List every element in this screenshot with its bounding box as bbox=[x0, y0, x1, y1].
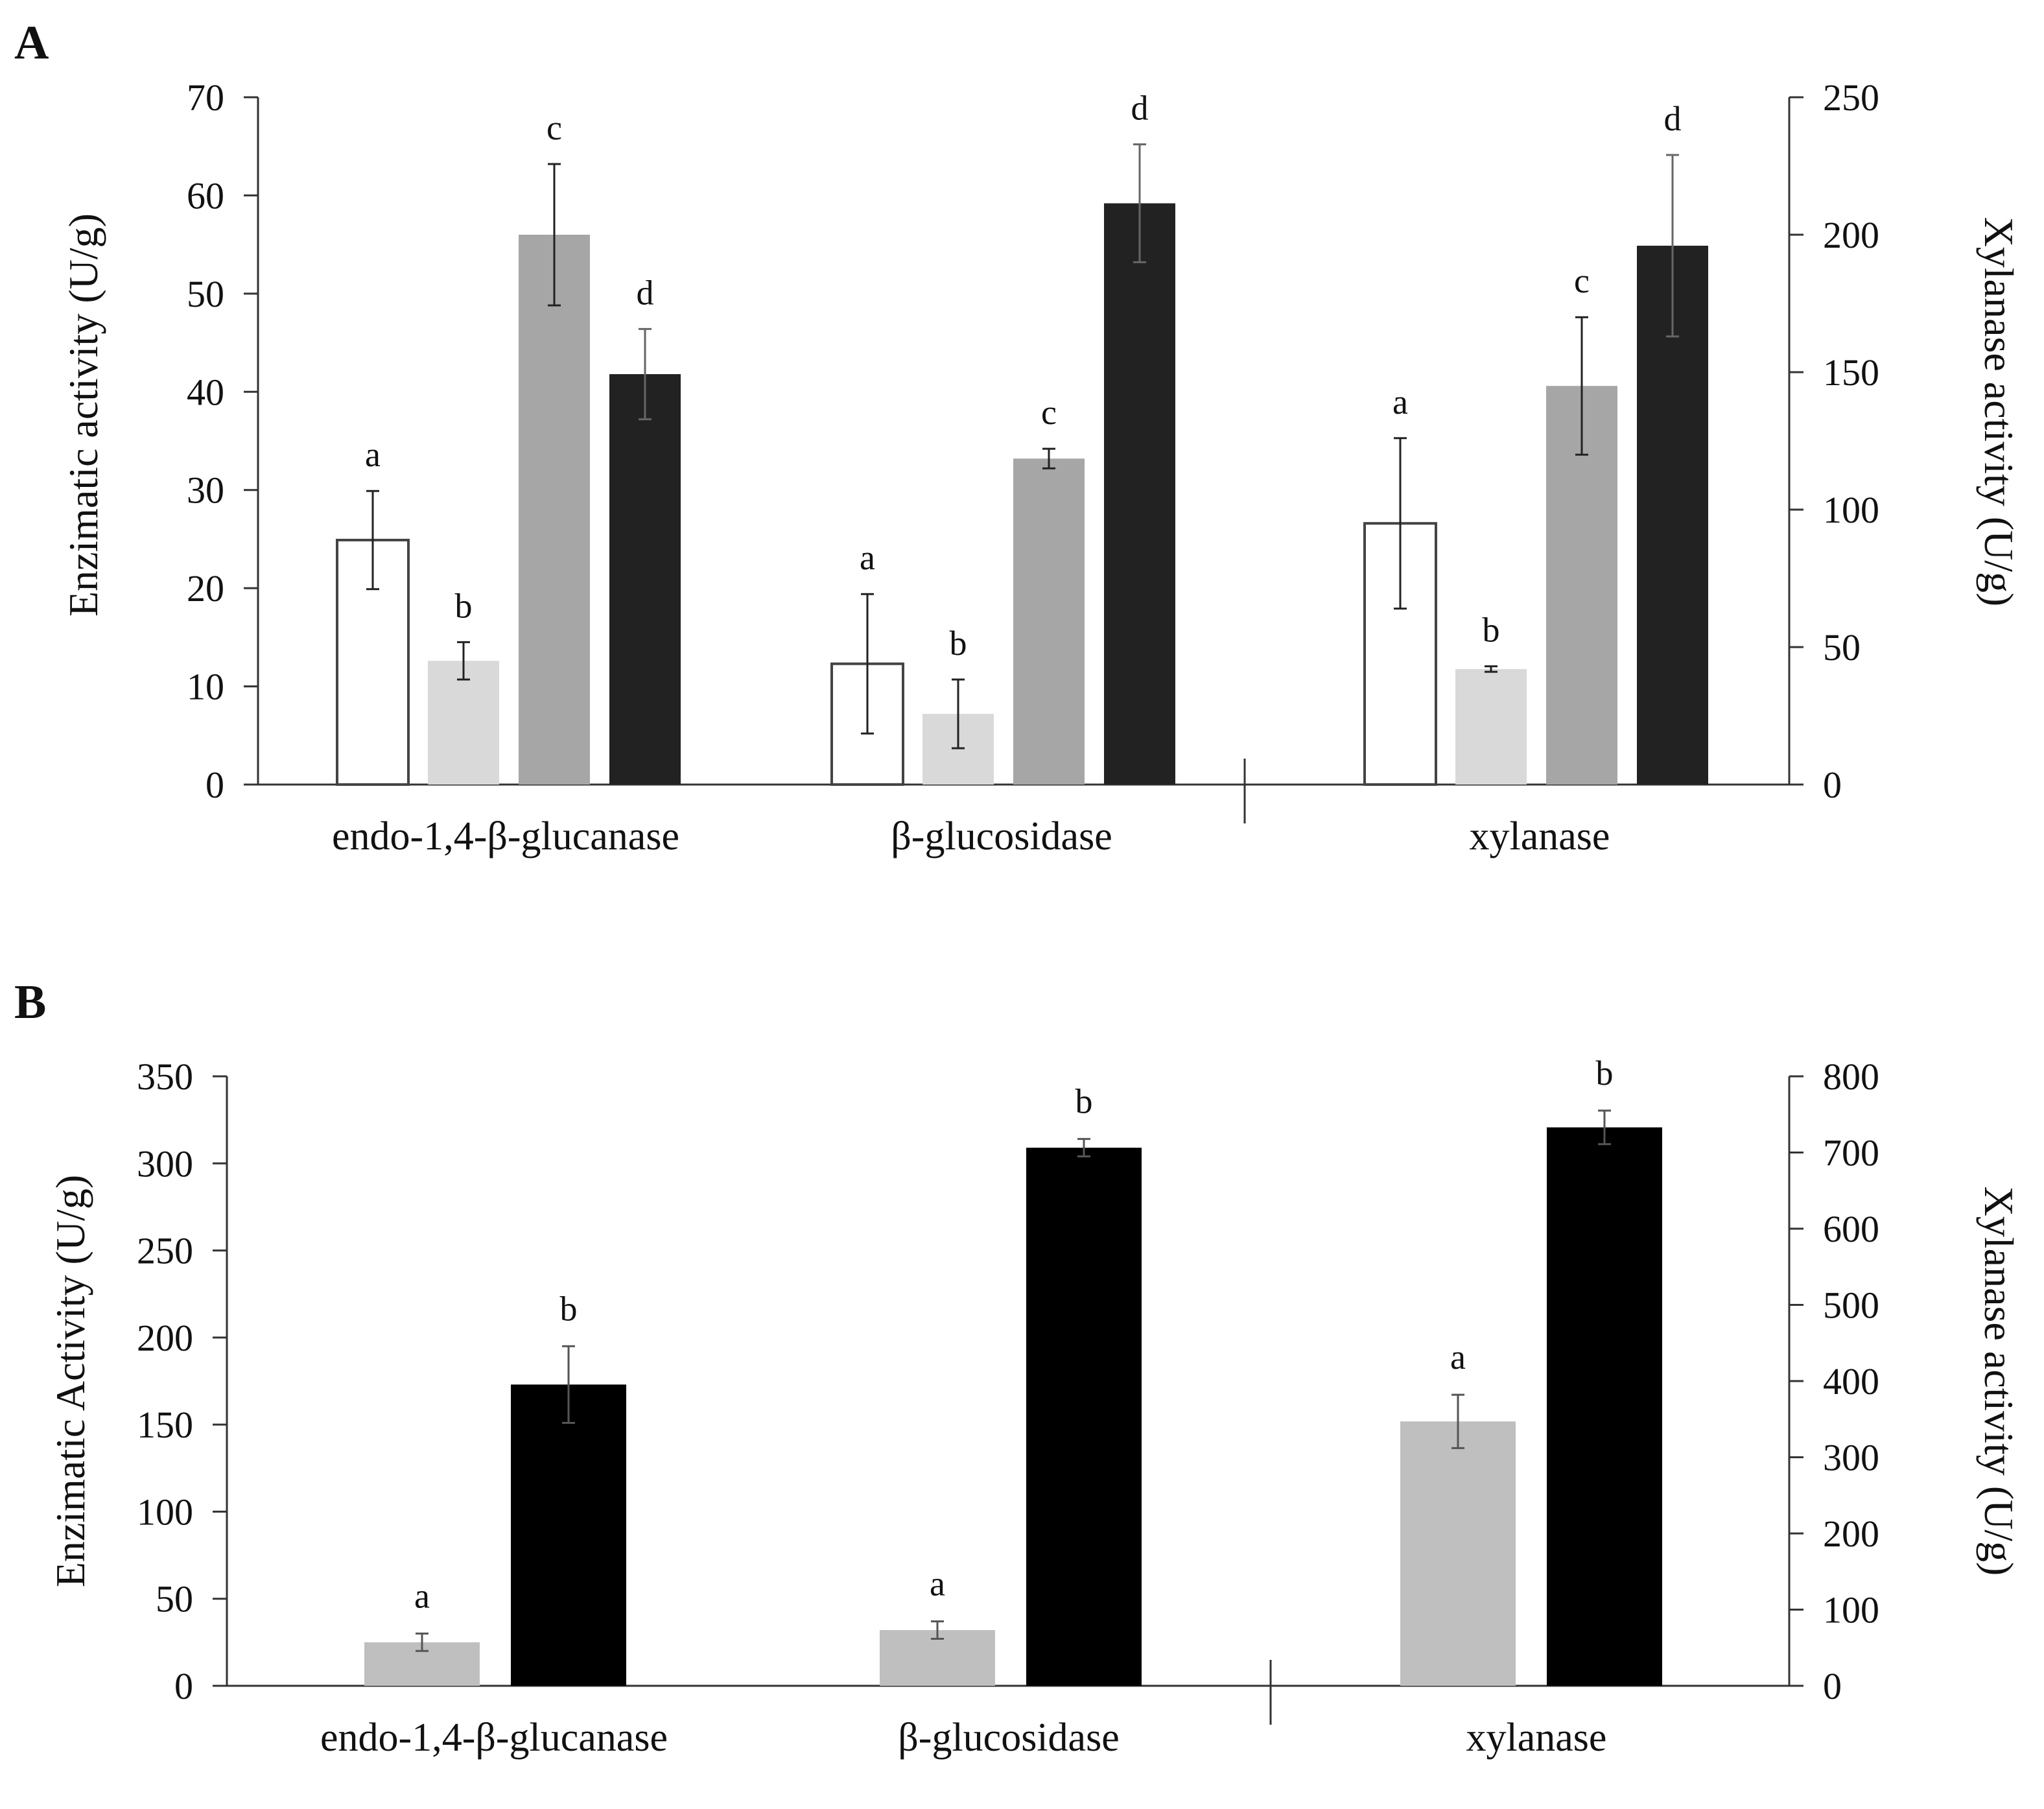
category-label: β-glucosidase bbox=[898, 1716, 1119, 1760]
bar bbox=[1026, 1148, 1142, 1686]
significance-letter: b bbox=[560, 1289, 578, 1328]
right-tick-label: 300 bbox=[1823, 1437, 1879, 1479]
bar bbox=[1013, 458, 1085, 785]
left-axis-title: Enzimatic Activity (U/g) bbox=[47, 1175, 93, 1587]
significance-letter: b bbox=[1596, 1054, 1614, 1093]
bar bbox=[511, 1384, 626, 1686]
category-label: xylanase bbox=[1466, 1716, 1607, 1760]
category-label: β-glucosidase bbox=[891, 814, 1112, 858]
left-tick-label: 10 bbox=[187, 666, 224, 708]
bar bbox=[1363, 522, 1437, 786]
left-tick-label: 100 bbox=[137, 1491, 193, 1533]
panel-label: B bbox=[14, 976, 46, 1029]
category-label: endo-1,4-β-glucanase bbox=[320, 1716, 668, 1760]
significance-letter: b bbox=[950, 624, 967, 663]
significance-letter: b bbox=[1075, 1082, 1093, 1121]
category-label: endo-1,4-β-glucanase bbox=[332, 814, 679, 858]
right-tick-label: 0 bbox=[1823, 764, 1842, 806]
significance-letter: c bbox=[546, 108, 562, 147]
left-tick-label: 30 bbox=[187, 469, 224, 512]
chart-panel-b: B 0 50 100 150 200 250 300 350 0 100 200 300 400 500 60… bbox=[14, 976, 2022, 1760]
significance-letter: c bbox=[1041, 393, 1057, 432]
significance-letter: a bbox=[414, 1576, 430, 1615]
significance-letter: b bbox=[1483, 611, 1500, 650]
bar bbox=[1547, 1127, 1662, 1686]
category-label: xylanase bbox=[1470, 814, 1610, 858]
left-tick-label: 150 bbox=[137, 1404, 193, 1446]
left-tick-label: 200 bbox=[137, 1317, 193, 1359]
left-tick-label: 0 bbox=[206, 764, 224, 806]
bar bbox=[609, 374, 681, 785]
significance-letter: d bbox=[1131, 89, 1149, 128]
bar bbox=[428, 661, 499, 785]
left-tick-label: 250 bbox=[137, 1230, 193, 1272]
left-tick-label: 350 bbox=[137, 1056, 193, 1098]
right-tick-label: 50 bbox=[1823, 626, 1861, 668]
left-tick-label: 300 bbox=[137, 1142, 193, 1185]
significance-letter: a bbox=[930, 1565, 945, 1603]
left-tick-label: 0 bbox=[174, 1665, 193, 1707]
right-tick-label: 800 bbox=[1823, 1056, 1879, 1098]
right-tick-label: 200 bbox=[1823, 214, 1879, 256]
chart-panel-a: A 0 10 20 30 40 50 60 70 0 50 100 150 200 250 Enzimatic… bbox=[14, 16, 2022, 858]
right-tick-label: 100 bbox=[1823, 1589, 1879, 1631]
panel-label: A bbox=[14, 16, 49, 69]
left-tick-label: 50 bbox=[156, 1578, 193, 1620]
right-tick-label: 500 bbox=[1823, 1284, 1879, 1327]
left-tick-label: 40 bbox=[187, 371, 224, 413]
right-tick-label: 150 bbox=[1823, 351, 1879, 394]
left-tick-label: 20 bbox=[187, 567, 224, 609]
significance-letter: a bbox=[1450, 1338, 1466, 1377]
right-tick-label: 200 bbox=[1823, 1513, 1879, 1555]
right-tick-label: 600 bbox=[1823, 1208, 1879, 1250]
significance-letter: d bbox=[637, 273, 654, 312]
right-tick-label: 250 bbox=[1823, 77, 1879, 119]
significance-letter: a bbox=[860, 538, 875, 577]
right-axis-title: Xylanase activity (U/g) bbox=[1976, 217, 2022, 607]
right-tick-label: 0 bbox=[1823, 1665, 1842, 1707]
left-tick-label: 50 bbox=[187, 273, 224, 315]
significance-letter: a bbox=[365, 435, 381, 474]
right-tick-label: 400 bbox=[1823, 1360, 1879, 1402]
right-tick-label: 700 bbox=[1823, 1132, 1879, 1174]
left-tick-label: 60 bbox=[187, 174, 224, 217]
left-axis-title: Enzimatic activity (U/g) bbox=[60, 213, 106, 617]
right-tick-label: 100 bbox=[1823, 489, 1879, 531]
significance-letter: d bbox=[1664, 99, 1682, 138]
right-axis-title: Xylanase activity (U/g) bbox=[1976, 1187, 2022, 1576]
bar bbox=[519, 235, 590, 785]
bar bbox=[1455, 668, 1527, 785]
significance-letter: b bbox=[455, 586, 473, 625]
left-tick-label: 70 bbox=[187, 77, 224, 119]
significance-letter: c bbox=[1574, 261, 1590, 300]
bar bbox=[1104, 203, 1175, 785]
bar bbox=[1400, 1421, 1516, 1686]
significance-letter: a bbox=[1392, 383, 1408, 421]
